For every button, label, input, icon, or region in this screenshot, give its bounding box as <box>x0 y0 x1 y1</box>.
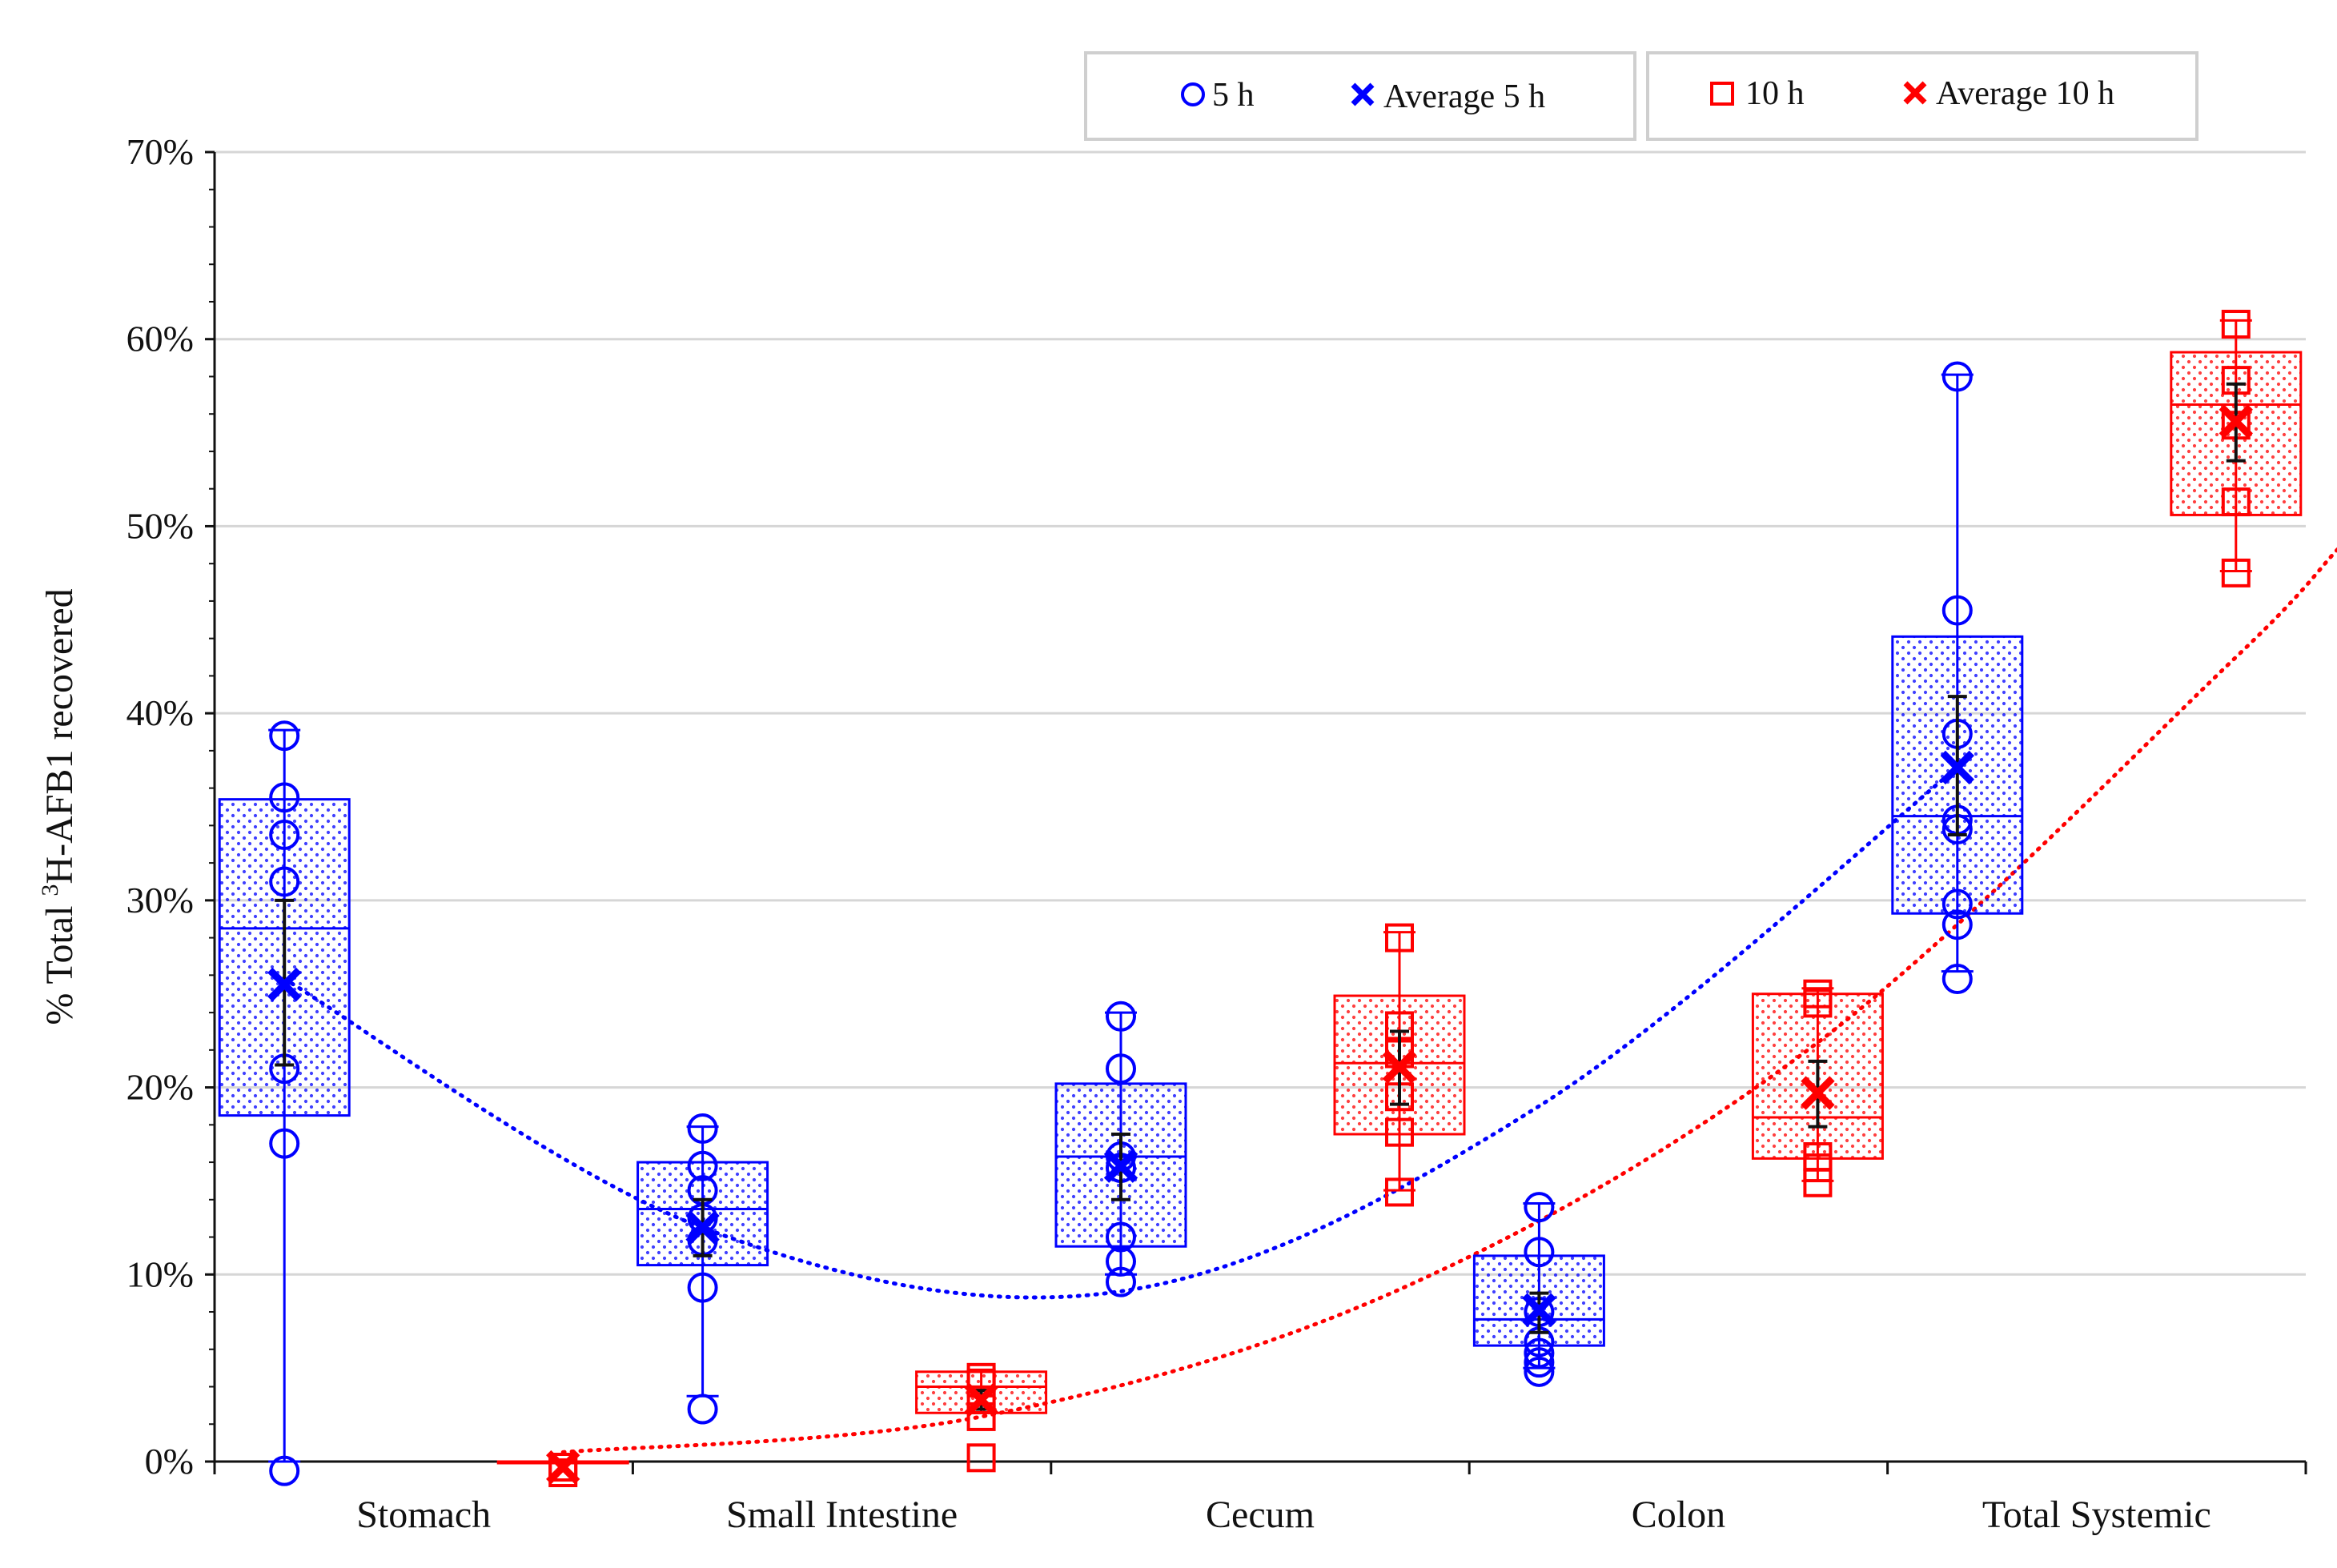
x-category-label: Small Intestine <box>726 1494 958 1536</box>
data-point <box>1524 1356 1555 1387</box>
legend-circle-marker-icon <box>1181 82 1205 106</box>
data-point <box>1941 909 1973 940</box>
data-point <box>687 1150 718 1181</box>
y-tick-label: 20% <box>126 1067 194 1108</box>
mean-marker <box>685 1210 720 1245</box>
box-5h-small-intestine <box>636 1113 769 1425</box>
box-10h-stomach <box>496 1450 629 1488</box>
data-point <box>1524 1347 1555 1378</box>
trend-line-10h <box>560 547 2337 1454</box>
y-axis-label-prefix: % Total <box>38 896 81 1025</box>
y-axis-label: % Total 3H-AFB1 recovered <box>37 588 81 1025</box>
y-axis-label-superscript: 3 <box>37 884 63 896</box>
mean-marker <box>1940 750 1974 785</box>
y-tick-label: 0% <box>145 1441 194 1482</box>
x-ticks: Stomach Small Intestine Cecum Colon Total Sy… <box>213 1462 2307 1536</box>
data-point <box>1941 964 1973 995</box>
box-5h-total-systemic <box>1891 361 2024 995</box>
box-10h-small-intestine <box>915 1362 1048 1473</box>
mean-marker <box>1103 1149 1138 1183</box>
mean-marker <box>267 967 302 1002</box>
mean-marker <box>2219 404 2253 439</box>
y-axis-label-suffix: H-AFB1 recovered <box>38 588 81 884</box>
legend-box-10h <box>1646 51 2198 141</box>
data-point <box>1941 361 1973 392</box>
data-point <box>687 1113 718 1144</box>
legend-label-5h: 5 h <box>1212 77 1255 114</box>
box-body <box>1891 635 2024 915</box>
box-10h-cecum <box>1333 923 1466 1207</box>
data-point <box>966 1443 996 1473</box>
data-point <box>1106 1266 1136 1297</box>
y-tick-label: 40% <box>126 692 194 733</box>
data-point <box>966 1385 996 1414</box>
data-point <box>1106 1221 1136 1253</box>
trend-lines <box>282 547 2337 1454</box>
data-point <box>1803 1142 1833 1172</box>
x-category-label: Colon <box>1632 1494 1725 1536</box>
data-point <box>2221 310 2251 339</box>
box-10h-colon <box>1751 979 1884 1197</box>
data-point <box>2221 487 2251 517</box>
data-point <box>269 866 300 897</box>
mean-marker <box>1801 1076 1835 1110</box>
legend-x-marker-red-icon <box>1903 81 1927 105</box>
x-category-label: Stomach <box>356 1494 491 1536</box>
data-point <box>1106 1245 1136 1277</box>
y-ticks: 0% 10% 20% 30% 40% 50% 60% 70% <box>126 131 215 1482</box>
legend-label-average-5h: Average 5 h <box>1383 78 1545 115</box>
box-5h-colon <box>1472 1192 1605 1387</box>
data-point <box>687 1272 718 1303</box>
mean-marker <box>546 1450 580 1485</box>
mean-marker <box>1382 1049 1417 1085</box>
grid-lines <box>215 150 2306 1276</box>
mean-marker <box>964 1382 998 1418</box>
data-point <box>1385 923 1414 952</box>
data-point <box>1385 1177 1414 1207</box>
data-point <box>269 1128 300 1159</box>
data-point <box>269 1455 300 1486</box>
box-5h-stomach <box>218 720 351 1486</box>
mean-marker <box>1522 1293 1556 1327</box>
x-category-label: Cecum <box>1206 1494 1315 1536</box>
data-point <box>2221 558 2251 587</box>
x-category-label: Total Systemic <box>1982 1494 2211 1536</box>
legend: 5 h Average 5 h 10 h Average 10 h <box>1084 51 2198 141</box>
data-point <box>269 720 300 752</box>
data-point <box>1941 888 1973 920</box>
data-point <box>1803 979 1833 1009</box>
data-point <box>687 1394 718 1425</box>
data-point <box>548 1458 578 1488</box>
data-point <box>269 782 300 813</box>
y-tick-label: 70% <box>126 131 194 172</box>
data-point <box>1524 1337 1555 1369</box>
data-point <box>1524 1192 1555 1223</box>
box-plots <box>218 310 2303 1488</box>
data-point <box>269 820 300 851</box>
data-point <box>1941 595 1973 626</box>
legend-square-marker-icon <box>1710 82 1734 106</box>
y-tick-label: 10% <box>126 1253 194 1294</box>
box-10h-total-systemic <box>2170 310 2303 587</box>
legend-label-average-10h: Average 10 h <box>1936 75 2114 112</box>
y-tick-label: 50% <box>126 505 194 546</box>
y-tick-label: 30% <box>126 880 194 920</box>
data-point <box>1524 1237 1555 1268</box>
trend-line-5h <box>282 765 1960 1300</box>
y-tick-label: 60% <box>126 319 194 359</box>
legend-label-10h: 10 h <box>1745 75 1805 112</box>
data-point <box>1106 1001 1136 1032</box>
data-point <box>1385 1117 1414 1147</box>
data-point <box>1106 1053 1136 1085</box>
box-5h-cecum <box>1054 1001 1187 1297</box>
legend-x-marker-blue-icon <box>1351 82 1375 106</box>
